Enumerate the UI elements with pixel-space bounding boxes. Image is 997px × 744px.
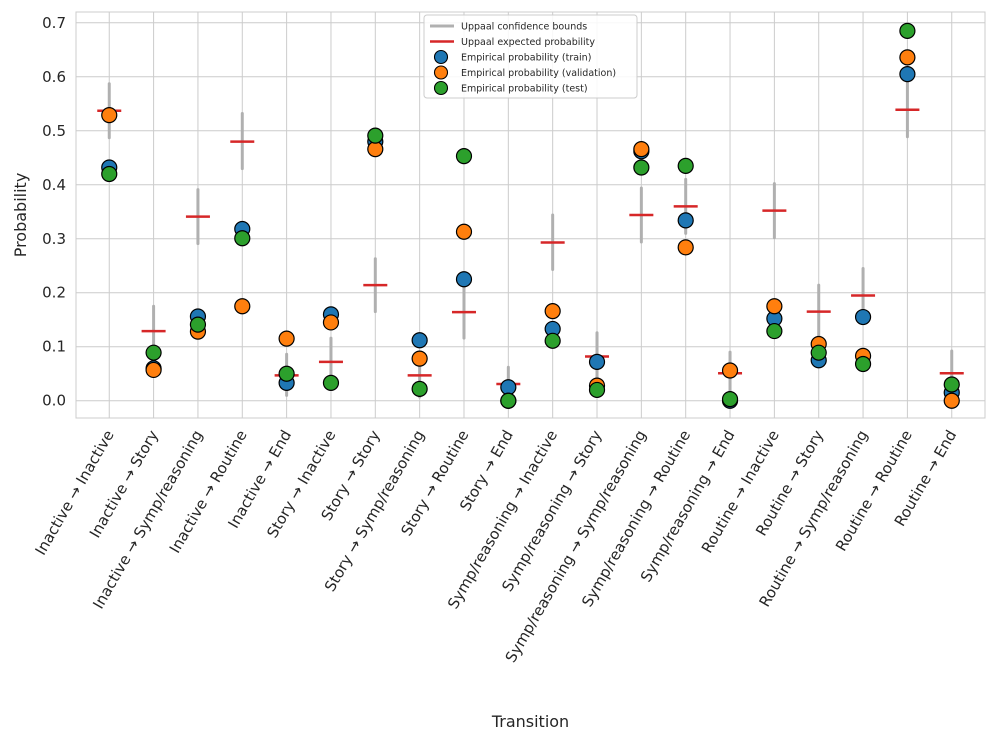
point-test [455,148,473,165]
y-tick-label: 0.2 [42,284,66,302]
point-test [899,22,916,39]
point-train [455,271,473,288]
point-validation [145,361,162,379]
point-validation [899,49,916,66]
point-validation [411,350,428,367]
point-train [899,65,916,83]
legend-label: Empirical probability (validation) [461,68,616,79]
point-test [721,391,739,408]
empirical-points [101,22,960,409]
legend-label: Uppaal confidence bounds [461,22,587,33]
legend-label: Empirical probability (train) [461,53,591,64]
point-test [278,365,295,382]
y-tick-label: 0.0 [42,392,66,410]
point-train [500,379,517,396]
legend: Uppaal confidence bounds Uppaal expected … [423,14,638,99]
point-test [633,159,650,176]
point-validation [721,362,739,379]
point-test [810,344,827,361]
point-validation [544,303,561,320]
y-tick-label: 0.7 [42,14,66,32]
point-validation [455,223,473,240]
x-tick-label: Inactive → Inactive [32,427,118,558]
point-train [588,353,606,370]
uppaal-expected-series [97,108,964,386]
legend-marker-swatch [433,49,449,65]
point-validation [322,314,340,331]
legend-label: Empirical probability (test) [461,84,588,95]
point-test [854,355,872,373]
y-tick-label: 0.5 [42,122,66,140]
point-train [677,212,694,229]
y-tick-label: 0.4 [42,176,66,194]
point-test [544,332,561,349]
legend-label: Uppaal expected probability [461,37,595,48]
point-test [588,381,606,399]
point-test [766,322,783,340]
point-validation [677,239,694,256]
point-train [411,332,428,349]
y-axis-label: Probability [11,173,30,258]
y-tick-label: 0.1 [42,338,66,356]
point-validation [101,107,118,124]
point-test [943,376,960,393]
plot-frame [75,11,986,419]
point-train [854,308,872,326]
point-validation [766,298,783,315]
legend-marker-swatch [433,80,449,96]
point-test [677,157,694,174]
point-validation [234,298,251,315]
point-test [411,380,428,397]
point-validation [943,392,960,409]
x-axis-label: Transition [491,712,569,731]
legend-marker-swatch [433,65,449,80]
point-validation [278,330,295,347]
point-test [101,165,118,183]
y-axis-ticks: 0.0 0.1 0.2 0.3 0.4 0.5 0.6 0.7 [42,14,66,410]
point-validation [367,141,384,158]
y-tick-label: 0.6 [42,68,66,86]
point-test [234,230,251,247]
x-tick-label: Routine → Inactive [698,427,783,556]
point-test [367,127,384,144]
point-test [322,374,340,392]
legend-box [423,14,638,99]
point-test [500,392,517,409]
x-tick-label: Inactive → Routine [166,427,251,556]
y-tick-label: 0.3 [42,230,66,248]
point-validation [633,141,650,158]
point-test [189,316,207,333]
point-test [145,344,162,361]
